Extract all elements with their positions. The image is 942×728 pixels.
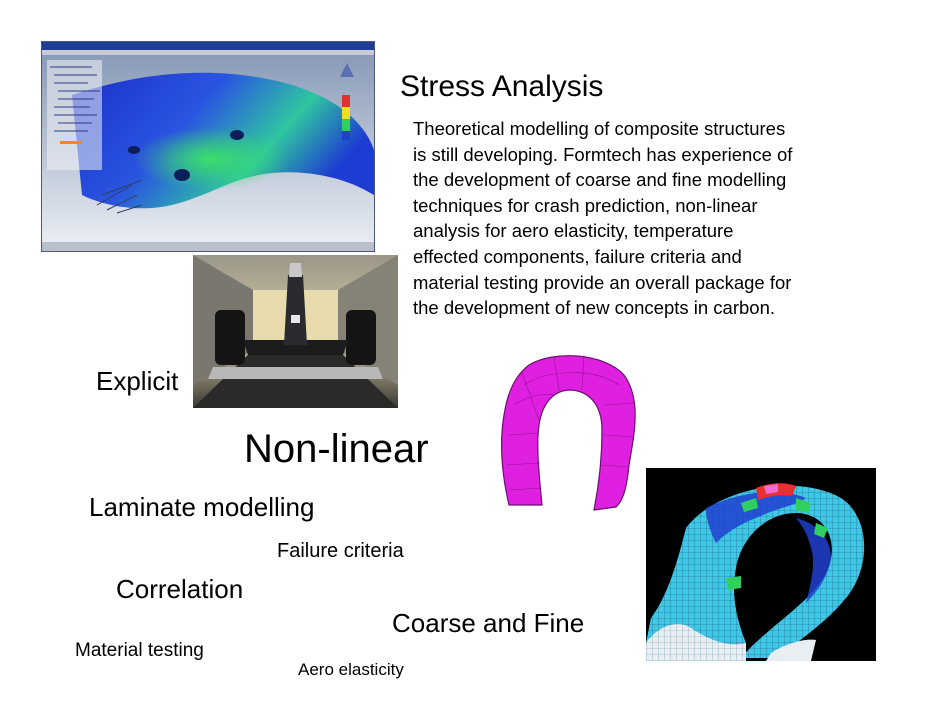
paragraph-line: the development of new concepts in carbo… [413,297,776,319]
crash-mesh-plot [646,468,876,661]
paragraph-line: material testing provide an overall pack… [413,271,792,293]
keyword-aero-elasticity: Aero elasticity [298,660,404,679]
keyword-coarse-and-fine: Coarse and Fine [392,608,585,638]
keyword-correlation: Correlation [116,574,244,604]
paragraph-line: analysis for aero elasticity, temperatur… [413,220,734,242]
paragraph-line: techniques for crash prediction, non-lin… [413,194,758,216]
paragraph-line: the development of coarse and fine model… [413,169,787,191]
paragraph-line: Theoretical modelling of composite struc… [413,118,786,139]
keyword-non-linear: Non-linear [244,427,429,471]
paragraph-line: is still developing. Formtech has experi… [413,143,793,165]
keyword-laminate-modelling: Laminate modelling [89,492,315,522]
description-paragraph: Theoretical modelling of composite struc… [413,116,883,321]
magenta-fe-model [500,354,636,511]
keyword-failure-criteria: Failure criteria [277,540,404,562]
cae-viewport [42,55,374,242]
cae-toolbar [42,242,374,251]
paragraph-line: effected components, failure criteria an… [413,245,742,267]
keyword-material-testing: Material testing [75,640,204,661]
racecar-wind-tunnel-photo [193,255,398,408]
cae-software-screenshot [41,41,375,252]
slide-title: Stress Analysis [400,70,604,103]
cae-title-bar [42,42,374,50]
cae-menu-bar [42,50,374,55]
keyword-explicit: Explicit [96,366,179,396]
